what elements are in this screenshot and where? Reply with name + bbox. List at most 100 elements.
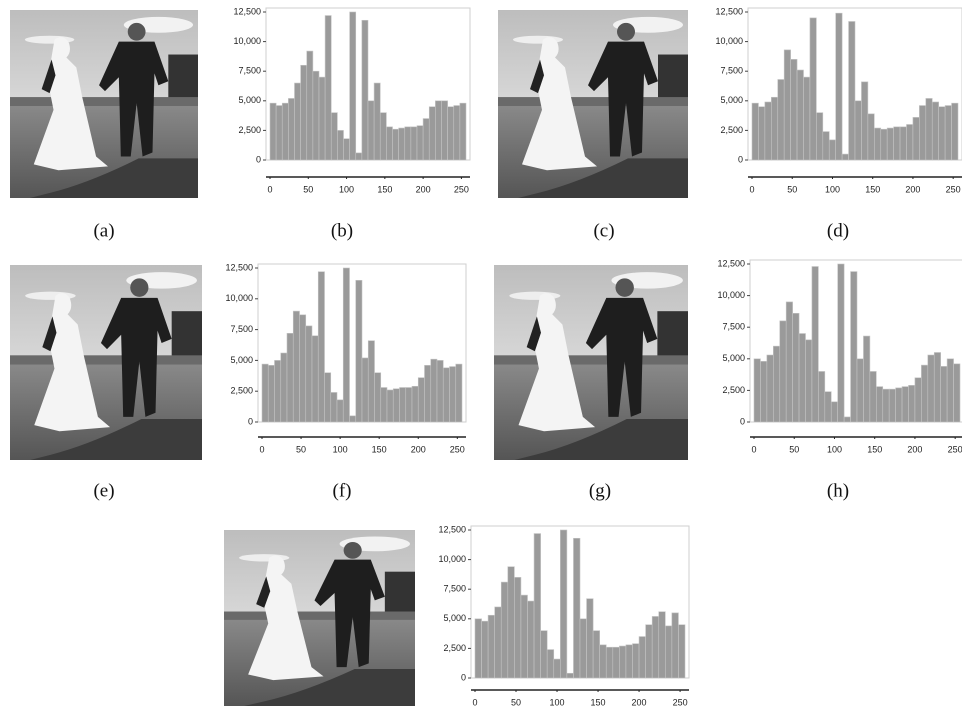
histogram-bar: [753, 358, 761, 423]
histogram-bar: [453, 105, 461, 161]
histogram-bar: [790, 59, 798, 161]
histogram-bar: [442, 367, 450, 423]
y-tick-label: 0: [461, 672, 466, 682]
histogram-bar: [514, 577, 522, 679]
histogram-bar: [625, 644, 633, 679]
histogram-bar: [658, 611, 666, 679]
histogram-bar: [908, 385, 916, 423]
histogram-bar: [645, 624, 653, 679]
histogram-bar: [399, 387, 407, 423]
x-tick-label: 200: [416, 184, 431, 194]
caption: (g): [589, 480, 611, 501]
histogram-bar: [455, 363, 463, 423]
histogram-bar: [822, 131, 830, 161]
histogram-bar: [651, 616, 660, 679]
histogram-bar: [777, 79, 785, 161]
photo: [498, 10, 688, 198]
histogram-bar: [901, 386, 909, 423]
histogram-bar: [343, 138, 350, 161]
histogram-bar: [874, 127, 882, 161]
caption: (c): [593, 220, 614, 241]
y-tick-label: 7,500: [238, 66, 261, 76]
x-tick-label: 150: [377, 184, 392, 194]
histogram-bar: [330, 112, 338, 161]
y-tick-label: 5,000: [238, 95, 261, 105]
histogram-bar: [275, 105, 283, 161]
histogram-bar: [758, 106, 766, 161]
histogram-bar: [946, 358, 954, 423]
y-tick-label: 12,500: [717, 258, 745, 268]
histogram-bar: [605, 646, 614, 679]
y-tick-label: 0: [738, 154, 743, 164]
histogram-bar: [798, 333, 806, 423]
histogram-bar: [848, 21, 856, 161]
histogram-bar: [912, 117, 920, 161]
caption: (a): [93, 220, 114, 241]
x-tick-label: 150: [591, 697, 606, 707]
histogram-bar: [899, 126, 907, 161]
histogram-bar: [355, 280, 363, 423]
histogram-bar: [803, 76, 811, 161]
histogram-bar: [779, 320, 787, 423]
y-tick-label: 2,500: [230, 386, 253, 396]
x-tick-label: 0: [267, 184, 272, 194]
y-tick-label: 0: [256, 154, 261, 164]
histogram-bar: [951, 102, 959, 161]
histogram-bar: [665, 625, 673, 679]
photo: [10, 265, 202, 460]
x-tick-label: 0: [751, 444, 756, 454]
x-tick-label: 250: [946, 184, 961, 194]
histogram-bar: [269, 102, 277, 161]
x-tick-label: 250: [454, 184, 469, 194]
histogram-bar: [286, 332, 294, 423]
histogram-bar: [854, 100, 862, 161]
histogram-bar: [342, 267, 350, 423]
histogram-bar: [349, 415, 357, 423]
y-tick-label: 2,500: [722, 385, 745, 395]
histogram-bar: [895, 387, 903, 423]
x-tick-label: 100: [825, 184, 840, 194]
histogram-bar: [540, 630, 548, 679]
histogram-bar: [507, 566, 515, 679]
histogram-bar: [927, 354, 935, 423]
histogram-bar: [527, 600, 535, 679]
histogram-bar: [424, 365, 432, 423]
x-tick-label: 250: [673, 697, 688, 707]
histogram-bar: [869, 371, 877, 423]
histogram-bar: [318, 76, 326, 161]
histogram-bar: [398, 127, 406, 161]
histogram-bar: [792, 312, 800, 423]
histogram-bar: [933, 352, 941, 423]
y-tick-label: 0: [740, 416, 745, 426]
y-tick-label: 5,000: [443, 613, 466, 623]
histogram-bar: [573, 537, 581, 679]
histogram-bar: [783, 49, 791, 161]
histogram-bar: [863, 335, 871, 423]
histogram-bar: [294, 82, 301, 161]
caption: (e): [93, 480, 114, 501]
y-tick-label: 7,500: [722, 322, 745, 332]
histogram-bar: [867, 113, 875, 161]
histogram-bar: [678, 624, 686, 679]
histogram-bar: [305, 325, 313, 423]
histogram-bar: [766, 354, 774, 423]
histogram-bar: [880, 128, 888, 161]
histogram-bar: [919, 105, 927, 161]
histogram-bar: [500, 581, 509, 679]
histogram-bar: [441, 100, 448, 161]
histogram-bar: [405, 387, 413, 423]
photo: [494, 265, 688, 460]
histogram-bar: [274, 360, 282, 423]
histogram-bar: [850, 271, 858, 423]
histogram-bar: [579, 618, 587, 679]
x-tick-label: 50: [511, 697, 521, 707]
caption: (h): [827, 480, 849, 501]
y-tick-label: 10,000: [715, 36, 743, 46]
histogram-bar: [281, 102, 289, 161]
y-tick-label: 5,000: [722, 353, 745, 363]
histogram-bar: [386, 389, 394, 423]
histogram-bar: [430, 358, 438, 423]
histogram-bar: [835, 12, 843, 161]
histogram-bar: [288, 98, 295, 161]
